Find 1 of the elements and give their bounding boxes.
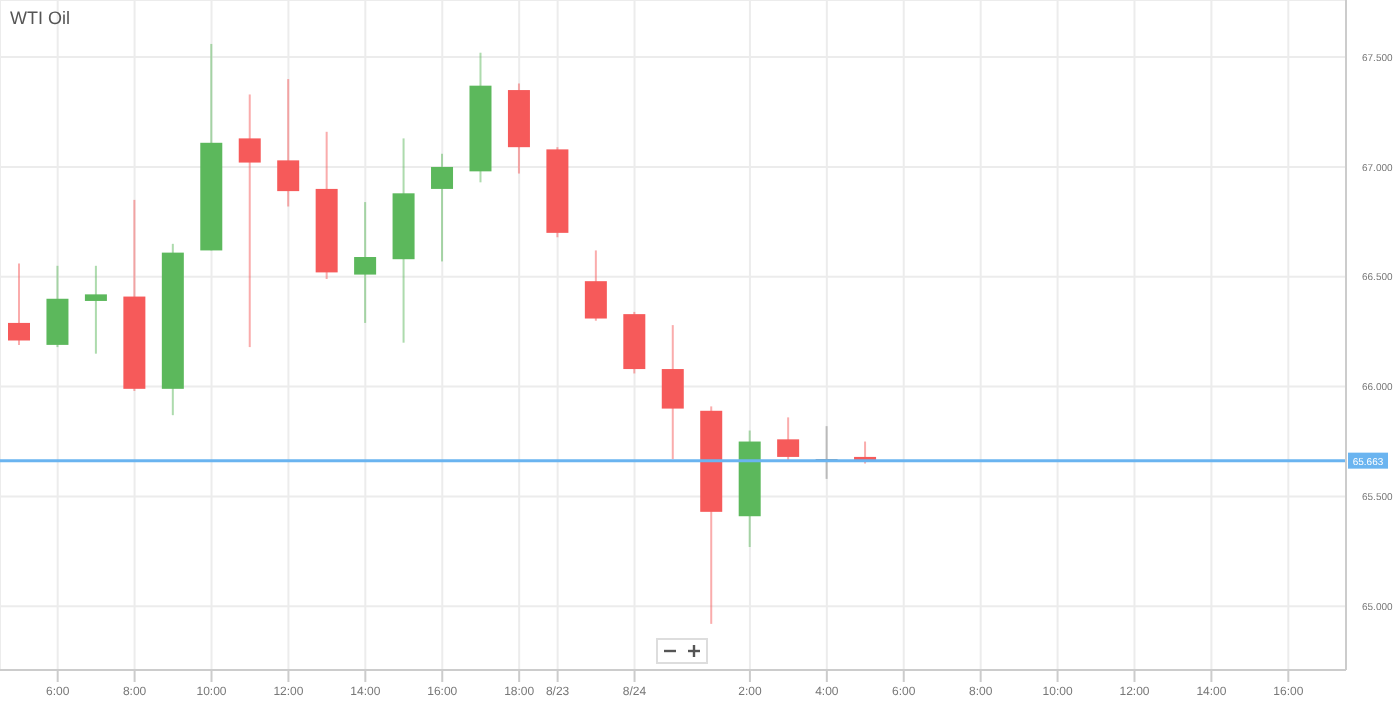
text: WTI Oil	[10, 8, 70, 28]
